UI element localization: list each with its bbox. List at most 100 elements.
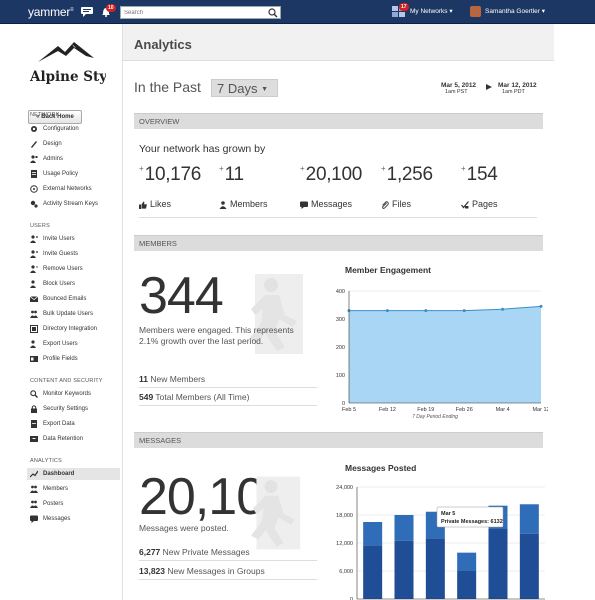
messages-description: Messages were posted. xyxy=(139,523,229,533)
new-members-value: 11 xyxy=(139,374,148,384)
sidebar-item-dashboard[interactable]: Dashboard xyxy=(27,468,120,480)
y-tick-label: 6,000 xyxy=(339,569,353,575)
sidebar-item-members[interactable]: Members xyxy=(30,483,120,495)
period-label: In the Past xyxy=(134,79,201,95)
sidebar-item-label: Monitor Keywords xyxy=(43,391,92,397)
bar-private-messages xyxy=(519,533,539,599)
sidebar-item-messages[interactable]: Messages xyxy=(30,513,120,525)
avatar[interactable] xyxy=(470,6,481,17)
sidebar-item-bounced-emails[interactable]: Bounced Emails xyxy=(30,293,120,305)
running-person-exit-icon xyxy=(250,476,301,550)
running-person-exit-icon xyxy=(249,274,303,354)
person-add-icon xyxy=(30,235,38,243)
total-members-row: 549 Total Members (All Time) xyxy=(139,388,317,406)
sidebar-item-posters[interactable]: Posters xyxy=(30,498,120,510)
sidebar-item-label: Design xyxy=(43,141,62,147)
sidebar-item-bulk-update-users[interactable]: Bulk Update Users xyxy=(30,308,120,320)
stat-files: +1,256 xyxy=(381,164,433,185)
x-tick-label: Feb 5 xyxy=(342,407,356,413)
sidebar-item-export-data[interactable]: Export Data xyxy=(30,418,120,430)
user-menu[interactable]: Samantha Goertler ▾ xyxy=(485,8,545,15)
sidebar-item-monitor-keywords[interactable]: Monitor Keywords xyxy=(30,388,120,400)
person-add-icon xyxy=(30,250,38,258)
stat-likes: +10,176 xyxy=(139,164,201,185)
sidebar-item-label: Block Users xyxy=(43,281,76,287)
sidebar-item-usage-policy[interactable]: Usage Policy xyxy=(30,168,120,180)
stat-pages-label: Pages xyxy=(461,199,498,209)
x-tick-label: Mar 4 xyxy=(496,407,510,413)
member-engagement-chart: 0 100 200 300 400 Feb 5 Feb 12 Feb 19 Feb 26 Mar … xyxy=(336,289,548,420)
period-select[interactable]: 7 Days ▼ xyxy=(211,79,278,97)
alpine-style-logo: Alpine Style xyxy=(29,42,106,85)
main-content: Analytics In the Past 7 Days ▼ Mar 5, 20… xyxy=(122,24,554,600)
stat-label-text: Files xyxy=(392,199,412,209)
stat-label-text: Likes xyxy=(150,199,172,209)
tooltip-title: Mar 5 xyxy=(441,511,455,517)
x-tick-label: Feb 12 xyxy=(379,407,396,413)
search-icon[interactable] xyxy=(268,8,278,18)
yammer-logo[interactable]: yammer≡ xyxy=(28,5,74,19)
my-networks-menu[interactable]: My Networks ▾ xyxy=(410,8,453,15)
y-tick-label: 400 xyxy=(336,289,345,295)
search-input[interactable] xyxy=(120,6,281,19)
y-tick-label: 24,000 xyxy=(336,485,353,491)
bar-group-messages xyxy=(519,504,539,534)
sidebar-item-label: External Networks xyxy=(43,186,92,192)
stat-label-text: Pages xyxy=(472,199,498,209)
sidebar-item-label: Invite Users xyxy=(43,236,75,242)
directory-icon xyxy=(30,325,38,333)
sidebar-item-profile-fields[interactable]: Profile Fields xyxy=(30,353,120,365)
stat-messages: +20,100 xyxy=(300,164,362,185)
tooltip-box xyxy=(436,506,504,528)
back-home-button[interactable]: « Back Home xyxy=(28,110,82,124)
sidebar-item-admins[interactable]: Admins xyxy=(30,153,120,165)
sidebar-item-design[interactable]: Design xyxy=(30,138,120,150)
engagement-point xyxy=(424,309,428,313)
group-messages-value: 13,823 xyxy=(139,566,165,576)
magnifier-icon xyxy=(30,390,38,398)
sidebar-item-security-settings[interactable]: Security Settings xyxy=(30,403,120,415)
stat-files-value: 1,256 xyxy=(386,164,433,185)
person-icon xyxy=(219,200,227,209)
sidebar-item-configuration[interactable]: Configuration xyxy=(30,123,120,135)
new-members-label: New Members xyxy=(150,374,206,384)
total-members-value: 549 xyxy=(139,392,154,402)
stat-likes-label: Likes xyxy=(139,199,171,209)
sidebar-item-invite-users[interactable]: Invite Users xyxy=(30,233,120,245)
chat-icon[interactable] xyxy=(80,6,94,17)
date-from-label: Mar 5, 2012 xyxy=(441,82,477,89)
sidebar-item-data-retention[interactable]: Data Retention xyxy=(30,433,120,445)
stat-pages: +154 xyxy=(461,164,498,185)
section-network: NETWORK xyxy=(30,112,60,118)
stat-label-text: Messages xyxy=(311,199,353,209)
bar-private-messages xyxy=(394,540,414,599)
person-block-icon xyxy=(30,280,36,288)
date-to-time: 1am PDT xyxy=(502,89,525,95)
sidebar-item-block-users[interactable]: Block Users xyxy=(30,278,120,290)
bar-group-messages xyxy=(394,515,414,541)
y-tick-label: 18,000 xyxy=(336,513,353,519)
sidebar-item-directory-integration[interactable]: Directory Integration xyxy=(30,323,120,335)
chart-tooltip: Mar 5 Private Messages: 6132 xyxy=(436,506,504,528)
person-export-icon xyxy=(30,340,36,348)
sidebar-item-label: Posters xyxy=(43,501,64,507)
date-to-label: Mar 12, 2012 xyxy=(498,82,537,89)
section-content-and-security: CONTENT AND SECURITY xyxy=(30,378,103,384)
sidebar-item-export-users[interactable]: Export Users xyxy=(30,338,120,350)
sidebar-item-activity-stream-keys[interactable]: Activity Stream Keys xyxy=(30,198,120,210)
date-from-time: 1am PST xyxy=(445,89,468,95)
sidebar-item-remove-users[interactable]: Remove Users xyxy=(30,263,120,275)
sidebar-item-label: Profile Fields xyxy=(43,356,78,362)
sidebar-item-label: Dashboard xyxy=(43,471,75,477)
sidebar-item-external-networks[interactable]: External Networks xyxy=(30,183,120,195)
sidebar: Alpine Style « Back Home NETWORK Configu… xyxy=(0,24,122,600)
archive-icon xyxy=(30,436,38,442)
sidebar-item-label: Admins xyxy=(43,156,64,162)
engagement-point xyxy=(501,307,505,311)
export-document-icon xyxy=(31,420,37,428)
sidebar-item-invite-guests[interactable]: Invite Guests xyxy=(30,248,120,260)
messages-posted-title: Messages Posted xyxy=(345,463,417,473)
engagement-line xyxy=(349,305,542,312)
profile-card-icon xyxy=(30,356,38,362)
sidebar-item-label: Bulk Update Users xyxy=(43,311,94,317)
